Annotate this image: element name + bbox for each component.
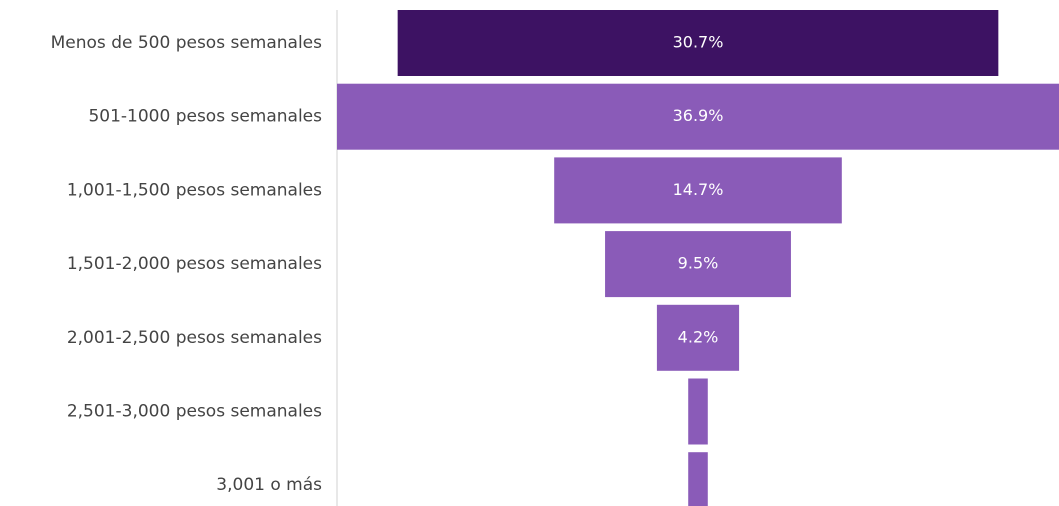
category-label: 2,501-3,000 pesos semanales	[67, 402, 322, 422]
category-label: 1,001-1,500 pesos semanales	[67, 180, 322, 200]
funnel-bar	[688, 452, 708, 506]
value-label: 36.9%	[673, 106, 724, 125]
funnel-bar	[397, 10, 999, 76]
category-label: 2,001-2,500 pesos semanales	[67, 328, 322, 348]
funnel-bar	[656, 304, 740, 371]
category-label: 3,001 o más	[216, 475, 322, 495]
value-label: 14.7%	[673, 180, 724, 199]
funnel-bar	[688, 378, 708, 445]
funnel-bar	[554, 157, 842, 224]
funnel-bar	[605, 231, 791, 298]
value-label: 4.2%	[678, 327, 719, 346]
value-label: 30.7%	[673, 33, 724, 52]
category-label: 501-1000 pesos semanales	[88, 107, 322, 127]
value-label: 9.5%	[678, 254, 719, 273]
category-label: Menos de 500 pesos semanales	[51, 33, 323, 53]
funnel-bar	[337, 83, 1059, 150]
category-label: 1,501-2,000 pesos semanales	[67, 254, 322, 274]
